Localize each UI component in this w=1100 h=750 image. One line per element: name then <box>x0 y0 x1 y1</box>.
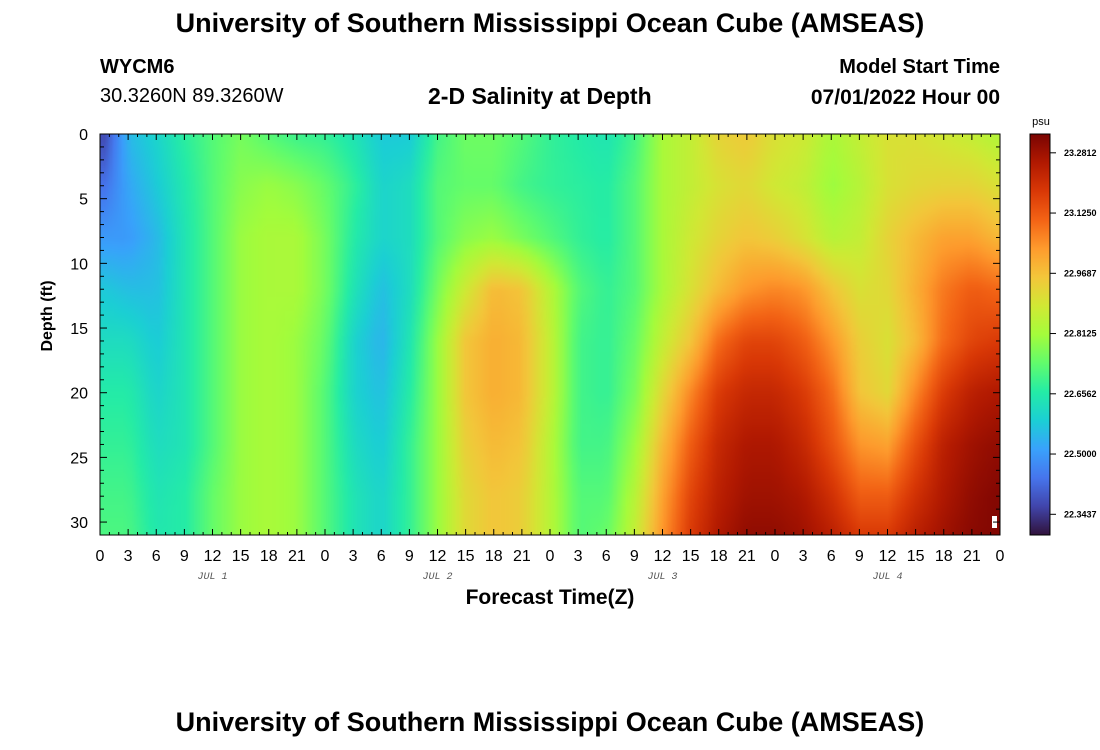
x-tick-label: 6 <box>377 548 386 565</box>
day-label: JUL 3 <box>647 572 677 583</box>
y-tick-label: 0 <box>79 127 88 144</box>
x-tick-label: 6 <box>602 548 611 565</box>
y-tick-label: 5 <box>79 192 88 209</box>
y-tick-label: 10 <box>70 256 88 273</box>
x-tick-label: 0 <box>96 548 105 565</box>
model-start-value: 07/01/2022 Hour 00 <box>810 86 1000 109</box>
x-tick-label: 15 <box>682 548 700 565</box>
x-tick-label: 9 <box>855 548 864 565</box>
salinity-heatmap <box>100 134 1000 535</box>
day-label: JUL 2 <box>422 572 452 583</box>
footer-title: University of Southern Mississippi Ocean… <box>175 707 925 737</box>
x-tick-label: 15 <box>907 548 925 565</box>
x-tick-label: 6 <box>827 548 836 565</box>
x-tick-label: 15 <box>232 548 250 565</box>
y-tick-label: 20 <box>70 386 88 403</box>
y-tick-label: 30 <box>70 515 88 532</box>
x-tick-label: 18 <box>710 548 728 565</box>
day-label: JUL 1 <box>197 572 227 583</box>
x-tick-label: 18 <box>935 548 953 565</box>
x-tick-label: 6 <box>152 548 161 565</box>
y-tick-label: 25 <box>70 450 88 467</box>
x-tick-label: 21 <box>288 548 306 565</box>
x-tick-label: 12 <box>654 548 672 565</box>
x-tick-label: 9 <box>180 548 189 565</box>
x-tick-label: 12 <box>879 548 897 565</box>
x-tick-label: 3 <box>349 548 358 565</box>
x-tick-label: 3 <box>124 548 133 565</box>
colorbar-tick-label: 22.6562 <box>1064 389 1097 399</box>
x-tick-label: 9 <box>405 548 414 565</box>
colorbar-tick-label: 22.9687 <box>1064 268 1097 278</box>
x-tick-label: 12 <box>429 548 447 565</box>
x-tick-label: 21 <box>738 548 756 565</box>
x-tick-label: 0 <box>771 548 780 565</box>
x-tick-label: 0 <box>546 548 555 565</box>
x-tick-label: 21 <box>513 548 531 565</box>
x-tick-label: 9 <box>630 548 639 565</box>
colorbar-tick-label: 23.1250 <box>1064 208 1097 218</box>
model-start-label: Model Start Time <box>839 56 1000 78</box>
day-label: JUL 4 <box>872 572 902 583</box>
x-tick-label: 12 <box>204 548 222 565</box>
colorbar-tick-label: 23.2812 <box>1064 148 1097 158</box>
x-tick-label: 21 <box>963 548 981 565</box>
colorbar <box>1029 133 1051 536</box>
x-tick-label: 0 <box>996 548 1005 565</box>
colorbar-tick-label: 22.8125 <box>1064 329 1097 339</box>
station-coordinates: 30.3260N 89.3260W <box>100 85 284 107</box>
x-tick-label: 18 <box>485 548 503 565</box>
x-tick-label: 3 <box>574 548 583 565</box>
y-axis-title: Depth (ft) <box>39 280 56 351</box>
x-tick-label: 18 <box>260 548 278 565</box>
x-tick-label: 15 <box>457 548 475 565</box>
x-tick-label: 3 <box>799 548 808 565</box>
x-axis-title: Forecast Time(Z) <box>466 586 635 609</box>
x-tick-label: 0 <box>321 548 330 565</box>
station-id: WYCM6 <box>100 56 175 78</box>
chart-subtitle: 2-D Salinity at Depth <box>428 83 652 109</box>
colorbar-unit: psu <box>1032 116 1050 128</box>
y-tick-label: 15 <box>70 321 88 338</box>
chart-title: University of Southern Mississippi Ocean… <box>175 8 925 38</box>
colorbar-tick-label: 22.5000 <box>1064 449 1097 459</box>
colorbar-tick-label: 22.3437 <box>1064 509 1097 519</box>
